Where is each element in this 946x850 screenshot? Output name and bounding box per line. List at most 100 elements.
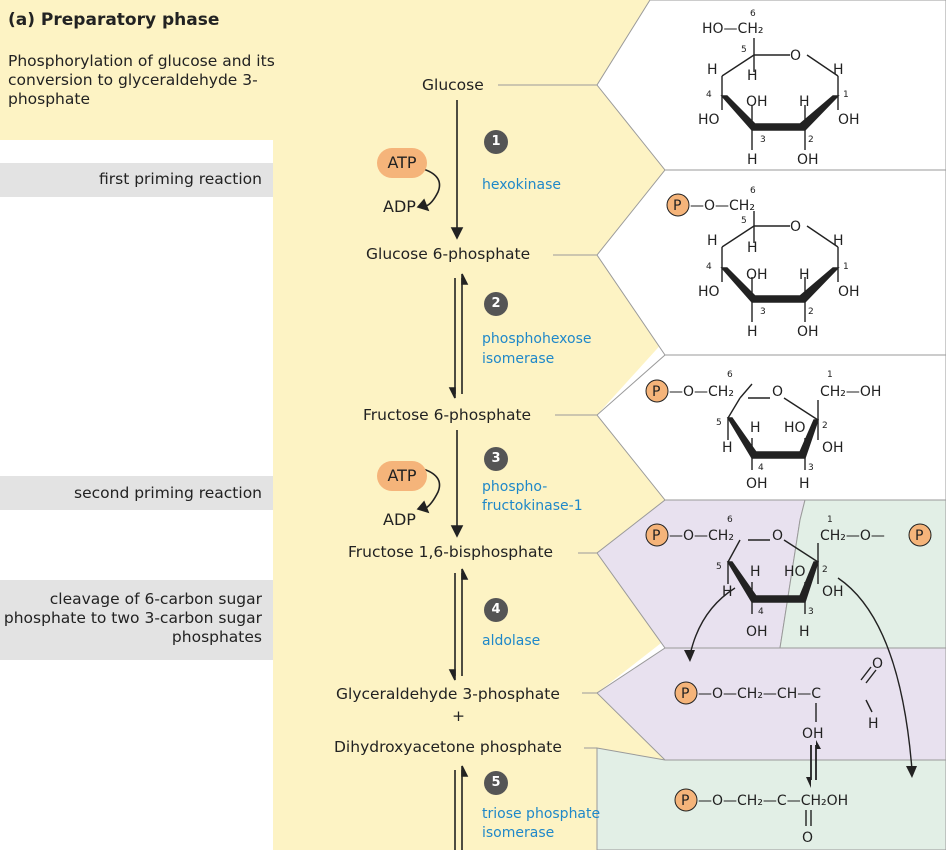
phosphate-icon (645, 523, 669, 547)
phosphate-icon (666, 193, 690, 217)
metabolite-dihydroxyacetone-phosphate: Dihydroxyacetone phosphate (334, 738, 562, 756)
ho-label: HO (698, 112, 720, 128)
step-4-badge: 4 (484, 598, 508, 622)
h-label: H (799, 94, 810, 110)
p-label: P (915, 528, 923, 544)
metabolite-glucose-6-phosphate: Glucose 6-phosphate (366, 245, 531, 263)
o-ch2-label: —O—CH₂ (669, 528, 734, 544)
dhap-chain-label: —O—CH₂—C—CH₂OH (698, 793, 848, 809)
enzyme-phosphohexose-line1: phosphohexose (482, 331, 592, 347)
ch2-o-label: CH₂—O— (820, 528, 885, 544)
panel-subtitle: Phosphorylation of glucose and its conve… (8, 52, 275, 108)
c4-num: 4 (758, 607, 764, 617)
c5-num: 5 (741, 216, 747, 226)
ho-label: HO (784, 564, 806, 580)
enzyme-tpi-line1: triose phosphate (482, 806, 601, 822)
c4-num: 4 (706, 90, 712, 100)
c2-num: 2 (808, 307, 814, 317)
c5-num: 5 (716, 562, 722, 572)
dhap-panel (596, 747, 946, 850)
oh-label: OH (746, 476, 768, 492)
h-label: H (750, 564, 761, 580)
c5-num: 5 (741, 45, 747, 55)
enzyme-tpi-line2: isomerase (482, 825, 555, 841)
glucose-structure (720, 38, 840, 150)
h-label: H (747, 324, 758, 340)
cleavage-label: cleavage of 6-carbon sugar phosphate to … (3, 590, 262, 646)
h-label: H (707, 233, 718, 249)
c3-num: 3 (808, 463, 814, 473)
h-label: H (747, 152, 758, 168)
enzyme-hexokinase: hexokinase (482, 177, 562, 193)
ring-o: O (772, 384, 783, 400)
f16bp-structure (689, 539, 913, 771)
f6p-structure (726, 383, 819, 470)
h-label: H (799, 624, 810, 640)
h-label: H (747, 240, 758, 256)
ring-o: O (790, 48, 801, 64)
p-label: P (652, 384, 660, 400)
c3-num: 3 (760, 135, 766, 145)
gap-chain-label: —O—CH₂—CH—C (698, 686, 821, 702)
ring-o: O (790, 219, 801, 235)
atp-badge: ATP (377, 461, 427, 491)
metabolite-glyceraldehyde-3-phosphate: Glyceraldehyde 3-phosphate (336, 685, 560, 703)
cleavage-bar (0, 580, 273, 660)
oh-label: OH (746, 94, 768, 110)
oh-label: OH (746, 624, 768, 640)
h-label: H (747, 68, 758, 84)
plus-sign: + (452, 707, 465, 725)
c1-num: 1 (827, 515, 833, 525)
phosphate-icon (908, 523, 932, 547)
p-label: P (681, 686, 689, 702)
first-priming-bar (0, 163, 273, 197)
step-5-badge: 5 (484, 771, 508, 795)
c4-num: 4 (706, 262, 712, 272)
oh-label: OH (746, 267, 768, 283)
ch2-oh-label: CH₂—OH (820, 384, 881, 400)
adp-label: ADP (383, 197, 416, 216)
oh-label: OH (822, 440, 844, 456)
c3-num: 3 (760, 307, 766, 317)
gap-structure: P —O—CH₂—CH—C OH O H (674, 656, 883, 742)
c1-num: 1 (827, 370, 833, 380)
glucose-structure-panel (596, 0, 946, 171)
ho-label: HO (698, 284, 720, 300)
h-label: H (799, 267, 810, 283)
c1-num: 1 (843, 262, 849, 272)
p-label: P (652, 528, 660, 544)
h-label: H (722, 584, 733, 600)
c6-num: 6 (727, 515, 733, 525)
first-priming-label: first priming reaction (98, 170, 262, 188)
ho-label: HO (784, 420, 806, 436)
oh-label: OH (797, 324, 819, 340)
oh-label: OH (802, 726, 824, 742)
phosphate-icon (674, 681, 698, 705)
o-label: O (872, 656, 883, 672)
oh-label: OH (797, 152, 819, 168)
h-label: H (750, 420, 761, 436)
enzyme-pfk-line2: fructokinase-1 (482, 498, 583, 514)
metabolite-fructose-1-6-bisphosphate: Fructose 1,6-bisphosphate (348, 543, 554, 561)
h-label: H (799, 476, 810, 492)
step-3-badge: 3 (484, 447, 508, 471)
c2-num: 2 (822, 565, 828, 575)
yellow-panel (0, 0, 665, 850)
c6-num: 6 (750, 186, 756, 196)
c3-num: 3 (808, 607, 814, 617)
metabolite-glucose: Glucose (422, 76, 484, 94)
dhap-structure: P —O—CH₂—C—CH₂OH O (674, 788, 848, 846)
o-ch2-label: —O—CH₂ (690, 198, 755, 214)
p-label: P (673, 198, 681, 214)
tpi-equilibrium-arrow (810, 745, 817, 780)
pathway-arrows (416, 100, 469, 850)
o-label: O (802, 830, 813, 846)
ring-o: O (772, 528, 783, 544)
h-label: H (707, 62, 718, 78)
c5-num: 5 (716, 418, 722, 428)
enzyme-phosphohexose-line2: isomerase (482, 351, 555, 367)
c2-num: 2 (808, 135, 814, 145)
c2-num: 2 (822, 421, 828, 431)
step-1-badge: 1 (484, 130, 508, 154)
